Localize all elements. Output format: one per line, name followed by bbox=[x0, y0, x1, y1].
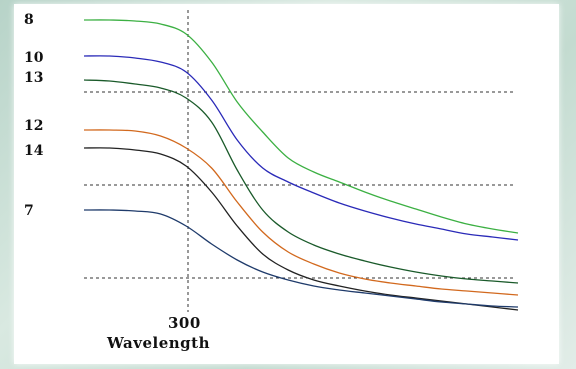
series-line-14 bbox=[83, 147, 519, 311]
series-line-13 bbox=[83, 79, 519, 284]
series-label-7: 7 bbox=[24, 203, 34, 219]
series-label-13: 13 bbox=[24, 70, 43, 86]
series-labels: 8 10 13 12 14 7 bbox=[24, 12, 44, 219]
x-axis-label: Wavelength bbox=[106, 334, 210, 352]
series-line-12 bbox=[83, 129, 519, 296]
reference-lines bbox=[84, 10, 515, 312]
series-label-14: 14 bbox=[24, 143, 44, 159]
series-line-7 bbox=[83, 209, 519, 308]
x-tick-label-300: 300 bbox=[168, 314, 201, 332]
series-label-10: 10 bbox=[24, 50, 44, 66]
series-label-12: 12 bbox=[24, 118, 43, 134]
series-line-8 bbox=[83, 19, 519, 234]
series-label-8: 8 bbox=[24, 12, 34, 28]
series-curves bbox=[83, 19, 519, 311]
series-line-10 bbox=[83, 55, 519, 241]
